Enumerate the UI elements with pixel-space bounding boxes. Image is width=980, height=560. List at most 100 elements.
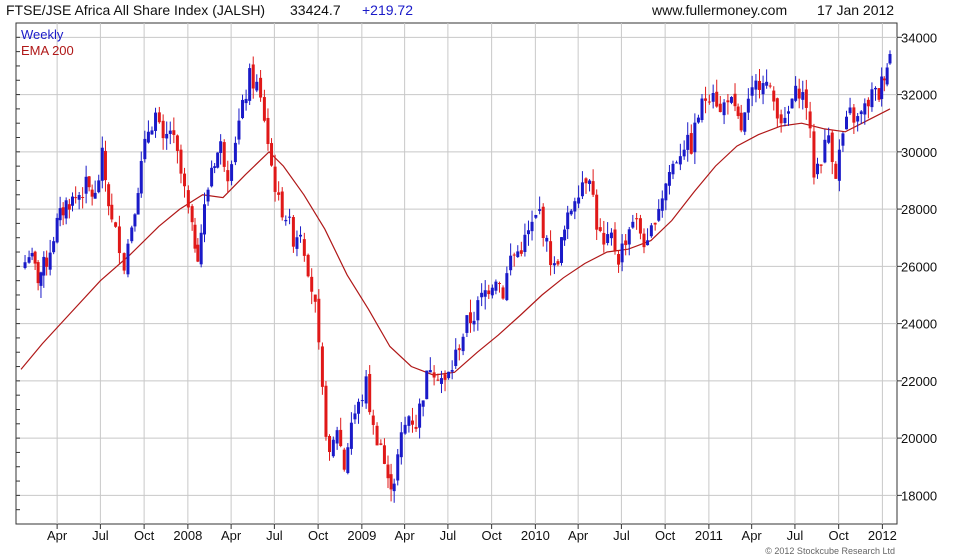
weekly-candle [726, 94, 730, 115]
candle-body [465, 315, 469, 333]
plot-area [15, 22, 898, 525]
y-tick-label: 26000 [901, 259, 937, 274]
weekly-candle [379, 439, 383, 446]
weekly-candle [736, 103, 740, 119]
weekly-candle [856, 113, 860, 132]
candle-body [87, 176, 91, 188]
weekly-candle [870, 82, 874, 112]
weekly-candle [569, 209, 573, 216]
weekly-candle [804, 79, 808, 120]
weekly-candle [136, 187, 140, 215]
candle-body [443, 374, 447, 380]
y-tick-label: 24000 [901, 317, 937, 332]
weekly-candle [834, 161, 838, 179]
weekly-candle [888, 50, 892, 65]
weekly-candle [620, 234, 624, 272]
weekly-candle [541, 203, 545, 247]
candle-body [566, 212, 570, 230]
x-tick-label: Jul [613, 528, 630, 543]
weekly-candle [823, 129, 827, 164]
weekly-candle [226, 160, 230, 193]
candle-body [848, 107, 852, 114]
weekly-candle [23, 255, 27, 270]
weekly-candle [386, 455, 390, 489]
weekly-candle [133, 213, 137, 232]
candle-body [660, 198, 664, 211]
candle-body [90, 189, 94, 197]
weekly-candle [797, 78, 801, 109]
weekly-candle [882, 76, 886, 92]
weekly-candle [468, 299, 472, 333]
ema-line [20, 108, 891, 376]
candle-body [733, 93, 737, 107]
candle-body [328, 436, 332, 453]
x-tick-label: Apr [568, 528, 589, 543]
candle-body [804, 89, 808, 108]
weekly-candle [880, 67, 884, 107]
legend-ema: EMA 200 [21, 43, 74, 58]
weekly-candle [396, 448, 400, 486]
candle-body [389, 474, 393, 490]
weekly-candle [280, 187, 284, 221]
weekly-candle [196, 238, 200, 263]
candle-body [606, 234, 610, 244]
candle-body [700, 98, 704, 120]
candle-body [457, 348, 461, 351]
candle-body [70, 196, 74, 206]
weekly-candle [729, 96, 733, 105]
candle-body [222, 142, 226, 167]
candle-body [262, 97, 266, 121]
candle-body [845, 116, 849, 130]
weekly-candle [328, 434, 332, 461]
candle-body [588, 180, 592, 184]
weekly-candle [360, 394, 364, 407]
candle-body [403, 424, 407, 434]
candle-body [64, 200, 68, 219]
weekly-candle [432, 365, 436, 386]
candle-body [450, 370, 454, 372]
chart-title: FTSE/JSE Africa All Share Index (JALSH) [6, 2, 265, 18]
weekly-candle [219, 134, 223, 165]
x-tick-label: 2010 [521, 528, 550, 543]
candle-body [808, 111, 812, 129]
candle-body [270, 143, 274, 166]
candle-body [602, 232, 606, 245]
candle-body [45, 257, 49, 267]
weekly-candle [638, 214, 642, 240]
weekly-candle [707, 94, 711, 105]
weekly-candle [403, 416, 407, 435]
candle-body [715, 91, 719, 107]
candle-body [248, 68, 252, 101]
ema-series [20, 108, 891, 376]
weekly-candle [845, 110, 849, 130]
weekly-candle [758, 69, 762, 99]
candle-body [428, 370, 432, 373]
weekly-candle [848, 97, 852, 116]
weekly-candle [339, 417, 343, 448]
weekly-candle [523, 223, 527, 257]
candle-body [609, 232, 613, 239]
weekly-candle [483, 280, 487, 310]
candle-body [689, 133, 693, 154]
candle-body [317, 298, 321, 343]
x-tick-label: Jul [440, 528, 457, 543]
candle-body [306, 254, 310, 277]
candle-body [346, 447, 350, 474]
candle-body [841, 133, 845, 146]
candle-body [130, 227, 134, 242]
weekly-candle [288, 208, 292, 225]
candle-body [97, 180, 101, 193]
candle-body [161, 120, 165, 139]
candle-body [505, 273, 509, 301]
weekly-candle [598, 218, 602, 233]
candle-body [302, 239, 306, 256]
weekly-candle [58, 196, 62, 227]
weekly-candle [33, 250, 37, 270]
candle-body [743, 112, 747, 132]
candle-body [27, 257, 31, 263]
weekly-candle [664, 182, 668, 211]
weekly-candle [368, 365, 372, 415]
candle-body [288, 216, 292, 218]
weekly-candle [819, 164, 823, 174]
candle-body [761, 83, 765, 95]
